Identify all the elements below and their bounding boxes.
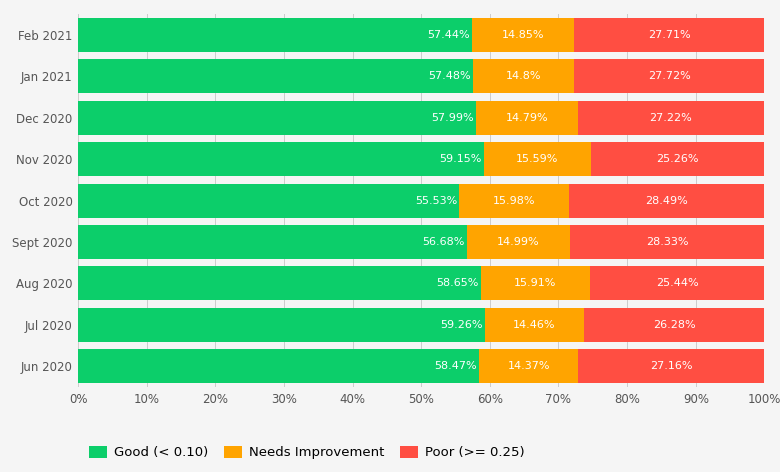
- Bar: [574, 59, 764, 93]
- Text: 14.79%: 14.79%: [505, 113, 548, 123]
- Text: 27.72%: 27.72%: [648, 71, 690, 81]
- Text: 57.99%: 57.99%: [431, 113, 474, 123]
- Bar: [78, 349, 480, 383]
- Text: 28.49%: 28.49%: [645, 195, 688, 206]
- Text: 28.33%: 28.33%: [646, 237, 689, 247]
- Bar: [472, 18, 574, 52]
- Text: 57.48%: 57.48%: [428, 71, 470, 81]
- Text: 15.98%: 15.98%: [493, 195, 535, 206]
- Bar: [459, 184, 569, 218]
- Text: 27.71%: 27.71%: [648, 30, 690, 40]
- Text: 27.22%: 27.22%: [650, 113, 693, 123]
- Bar: [569, 184, 764, 218]
- Text: 14.99%: 14.99%: [497, 237, 540, 247]
- Bar: [78, 184, 459, 218]
- Text: 15.91%: 15.91%: [514, 278, 556, 288]
- Text: 14.37%: 14.37%: [508, 362, 550, 371]
- Bar: [78, 142, 484, 176]
- Bar: [570, 225, 764, 259]
- Text: 59.15%: 59.15%: [440, 154, 482, 164]
- Text: 57.44%: 57.44%: [427, 30, 470, 40]
- Text: 59.26%: 59.26%: [440, 320, 483, 330]
- Bar: [480, 267, 590, 301]
- Bar: [476, 101, 577, 135]
- Bar: [467, 225, 570, 259]
- Text: 27.16%: 27.16%: [650, 362, 693, 371]
- Text: 14.85%: 14.85%: [502, 30, 544, 40]
- Bar: [484, 142, 591, 176]
- Text: 25.44%: 25.44%: [656, 278, 698, 288]
- Bar: [591, 142, 764, 176]
- Bar: [78, 308, 484, 342]
- Text: 56.68%: 56.68%: [423, 237, 465, 247]
- Bar: [78, 59, 473, 93]
- Bar: [574, 18, 764, 52]
- Bar: [484, 308, 584, 342]
- Bar: [584, 308, 764, 342]
- Text: 58.65%: 58.65%: [436, 278, 478, 288]
- Text: 15.59%: 15.59%: [516, 154, 558, 164]
- Text: 14.46%: 14.46%: [513, 320, 555, 330]
- Text: 55.53%: 55.53%: [415, 195, 457, 206]
- Bar: [78, 267, 480, 301]
- Legend: Good (< 0.10), Needs Improvement, Poor (>= 0.25): Good (< 0.10), Needs Improvement, Poor (…: [84, 442, 529, 464]
- Text: 26.28%: 26.28%: [653, 320, 696, 330]
- Text: 25.26%: 25.26%: [657, 154, 699, 164]
- Text: 58.47%: 58.47%: [434, 362, 477, 371]
- Bar: [578, 349, 764, 383]
- Bar: [78, 101, 476, 135]
- Bar: [473, 59, 574, 93]
- Bar: [78, 18, 472, 52]
- Bar: [78, 225, 467, 259]
- Bar: [590, 267, 764, 301]
- Text: 14.8%: 14.8%: [505, 71, 541, 81]
- Bar: [480, 349, 578, 383]
- Bar: [577, 101, 764, 135]
